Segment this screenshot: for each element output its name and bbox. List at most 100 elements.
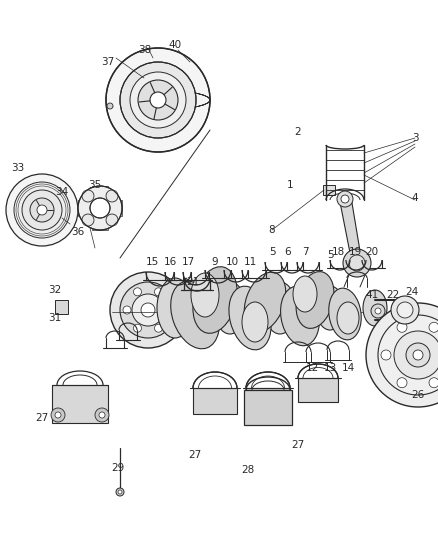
Circle shape xyxy=(349,255,365,271)
Circle shape xyxy=(51,408,65,422)
Circle shape xyxy=(95,408,109,422)
Text: 22: 22 xyxy=(386,290,399,300)
Ellipse shape xyxy=(281,286,319,346)
Circle shape xyxy=(82,190,94,202)
Polygon shape xyxy=(92,186,108,230)
Circle shape xyxy=(165,306,173,314)
Circle shape xyxy=(120,282,176,338)
Text: 12: 12 xyxy=(305,363,318,373)
Polygon shape xyxy=(52,385,108,423)
Text: 21: 21 xyxy=(187,277,200,287)
Text: 20: 20 xyxy=(365,247,378,257)
Circle shape xyxy=(132,294,164,326)
Text: 3: 3 xyxy=(412,133,418,143)
Ellipse shape xyxy=(264,282,296,334)
Circle shape xyxy=(118,490,122,494)
Ellipse shape xyxy=(244,272,286,332)
Polygon shape xyxy=(246,388,290,414)
Circle shape xyxy=(134,324,141,332)
Circle shape xyxy=(37,205,47,215)
Ellipse shape xyxy=(337,302,359,334)
Text: 32: 32 xyxy=(48,285,62,295)
Circle shape xyxy=(141,303,155,317)
Ellipse shape xyxy=(193,266,237,333)
Circle shape xyxy=(337,191,353,207)
Text: 10: 10 xyxy=(226,257,239,267)
Circle shape xyxy=(82,214,94,226)
Text: 13: 13 xyxy=(323,363,337,373)
Text: 40: 40 xyxy=(169,40,182,50)
Circle shape xyxy=(394,331,438,379)
Ellipse shape xyxy=(242,302,268,342)
Circle shape xyxy=(343,249,371,277)
Text: 26: 26 xyxy=(411,390,424,400)
Text: 27: 27 xyxy=(35,413,49,423)
Ellipse shape xyxy=(229,286,271,350)
Text: 41: 41 xyxy=(365,290,378,300)
Text: 11: 11 xyxy=(244,257,257,267)
Circle shape xyxy=(155,324,162,332)
Circle shape xyxy=(99,412,105,418)
Circle shape xyxy=(116,488,124,496)
Circle shape xyxy=(150,92,166,108)
Text: 18: 18 xyxy=(332,247,345,257)
Text: 5: 5 xyxy=(327,250,333,260)
Circle shape xyxy=(155,288,162,296)
Circle shape xyxy=(78,186,122,230)
Text: 2: 2 xyxy=(295,127,301,137)
Circle shape xyxy=(397,302,413,318)
Text: 35: 35 xyxy=(88,180,102,190)
Ellipse shape xyxy=(157,278,193,338)
Ellipse shape xyxy=(293,276,317,312)
Circle shape xyxy=(378,315,438,395)
Circle shape xyxy=(397,322,407,332)
Ellipse shape xyxy=(296,272,334,328)
Ellipse shape xyxy=(214,282,246,334)
Circle shape xyxy=(404,306,412,314)
Polygon shape xyxy=(339,197,362,263)
Circle shape xyxy=(55,412,61,418)
Polygon shape xyxy=(298,378,338,402)
Text: 7: 7 xyxy=(302,247,308,257)
Polygon shape xyxy=(244,390,292,425)
Circle shape xyxy=(106,190,118,202)
Polygon shape xyxy=(55,300,68,314)
Circle shape xyxy=(130,72,186,128)
Circle shape xyxy=(381,350,391,360)
Circle shape xyxy=(14,182,70,238)
Circle shape xyxy=(107,103,113,109)
Circle shape xyxy=(6,174,78,246)
Circle shape xyxy=(30,198,54,222)
Circle shape xyxy=(406,343,430,367)
Text: 24: 24 xyxy=(406,287,419,297)
Text: 1: 1 xyxy=(287,180,293,190)
Text: 36: 36 xyxy=(71,227,85,237)
Text: 6: 6 xyxy=(285,247,291,257)
Text: 19: 19 xyxy=(348,247,362,257)
Text: 8: 8 xyxy=(268,225,276,235)
Ellipse shape xyxy=(363,290,387,326)
Text: 4: 4 xyxy=(412,193,418,203)
Circle shape xyxy=(397,378,407,387)
Circle shape xyxy=(413,350,423,360)
Polygon shape xyxy=(193,388,237,414)
Text: 9: 9 xyxy=(212,257,218,267)
Circle shape xyxy=(138,80,178,120)
Circle shape xyxy=(110,272,186,348)
Circle shape xyxy=(123,306,131,314)
Circle shape xyxy=(22,190,62,230)
Circle shape xyxy=(375,308,381,314)
Ellipse shape xyxy=(171,281,219,349)
Text: 5: 5 xyxy=(268,247,276,257)
Text: 27: 27 xyxy=(291,440,304,450)
Circle shape xyxy=(391,296,419,324)
Ellipse shape xyxy=(329,288,361,340)
Circle shape xyxy=(134,288,141,296)
Text: 17: 17 xyxy=(181,257,194,267)
Text: 33: 33 xyxy=(11,163,25,173)
Polygon shape xyxy=(248,295,262,340)
Circle shape xyxy=(429,322,438,332)
Polygon shape xyxy=(323,185,335,195)
Ellipse shape xyxy=(191,273,219,317)
Polygon shape xyxy=(78,200,122,216)
